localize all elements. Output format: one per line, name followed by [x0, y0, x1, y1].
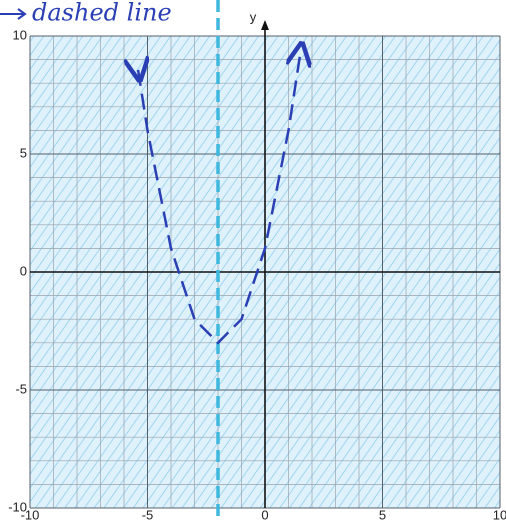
y-tick-label: 0	[20, 263, 27, 278]
annotation: dashed line	[32, 0, 172, 27]
x-tick-label: -5	[142, 507, 154, 520]
x-tick-label: 0	[261, 507, 268, 520]
y-tick-label: -10	[8, 499, 27, 514]
y-axis-label: y	[250, 9, 257, 24]
y-tick-label: 5	[20, 145, 27, 160]
y-tick-label: 10	[13, 27, 27, 42]
y-axis-arrow	[261, 20, 269, 30]
x-tick-label: 10	[493, 507, 506, 520]
page: dashed line -10-50510-10-50510y (() => {…	[0, 0, 506, 520]
x-tick-label: 5	[379, 507, 386, 520]
chart: dashed line -10-50510-10-50510y	[0, 0, 506, 520]
y-tick-label: -5	[15, 381, 27, 396]
